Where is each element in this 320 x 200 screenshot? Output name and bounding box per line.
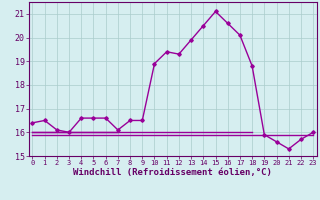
X-axis label: Windchill (Refroidissement éolien,°C): Windchill (Refroidissement éolien,°C) xyxy=(73,168,272,177)
